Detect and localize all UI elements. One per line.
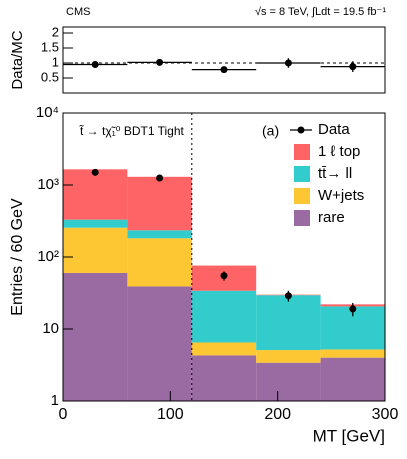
legend-label: 1 ℓ top <box>318 143 360 160</box>
stack-segment <box>256 295 321 351</box>
frame <box>62 26 386 94</box>
y-tick-label: 1 <box>51 392 59 409</box>
legend-label: rare <box>318 209 345 226</box>
y-tick-label: 1.5 <box>41 39 59 54</box>
stack-segment <box>63 272 128 401</box>
x-tick-label: 0 <box>59 406 68 423</box>
stack-segment <box>63 219 128 228</box>
stack-segment <box>320 357 385 401</box>
legend-marker <box>297 126 305 134</box>
x-axis-label: MT [GeV] <box>313 426 385 445</box>
stack-segment <box>191 355 257 401</box>
y-tick-label: 10³ <box>37 176 59 193</box>
stack-segment <box>63 169 128 220</box>
stack-segment <box>256 362 321 401</box>
stack-segment <box>127 238 192 287</box>
data-point <box>91 168 99 176</box>
stack-segment <box>63 227 128 273</box>
y-tick-label: 10 <box>42 320 59 337</box>
panel-label: (a) <box>262 123 279 139</box>
stack-segment <box>320 349 385 358</box>
ratio-y-label: Data/MC <box>9 30 26 89</box>
legend-label: W+jets <box>318 187 364 204</box>
legend-swatch <box>294 210 310 226</box>
ratio-point <box>220 66 228 74</box>
ratio-point <box>349 63 357 71</box>
legend-label: tt̄→ ll <box>318 165 352 182</box>
ratio-point <box>284 59 292 67</box>
data-point <box>349 305 357 313</box>
selection-label: t̃ → tχ̃₁⁰ BDT1 Tight <box>79 124 185 139</box>
data-point <box>156 174 164 182</box>
y-tick-label: 1 <box>52 54 59 69</box>
legend-swatch <box>294 166 310 182</box>
ratio-point <box>156 58 164 66</box>
x-tick-label: 300 <box>372 406 399 423</box>
y-tick-label: 10⁴ <box>36 104 59 121</box>
data-point <box>220 272 228 280</box>
stack-segment <box>127 230 192 239</box>
y-tick-label: 10² <box>37 248 59 265</box>
stack-segment <box>191 290 257 343</box>
stack-segment <box>127 176 192 231</box>
stack-segment <box>256 350 321 363</box>
y-axis-label: Entries / 60 GeV <box>9 198 26 316</box>
data-point <box>284 292 292 300</box>
legend-label: Data <box>318 121 350 138</box>
stack-segment <box>191 342 257 356</box>
ratio-point <box>91 61 99 68</box>
legend-swatch <box>294 188 310 204</box>
y-tick-label: 0.5 <box>41 69 59 84</box>
energy-lumi: √s = 8 TeV, ∫Ldt = 19.5 fb⁻¹ <box>255 6 386 18</box>
y-tick-label: 2 <box>52 24 59 39</box>
x-tick-label: 200 <box>264 406 291 423</box>
legend-swatch <box>294 144 310 160</box>
experiment-label: CMS <box>66 6 90 18</box>
stack-segment <box>127 286 192 401</box>
x-tick-label: 100 <box>157 406 184 423</box>
